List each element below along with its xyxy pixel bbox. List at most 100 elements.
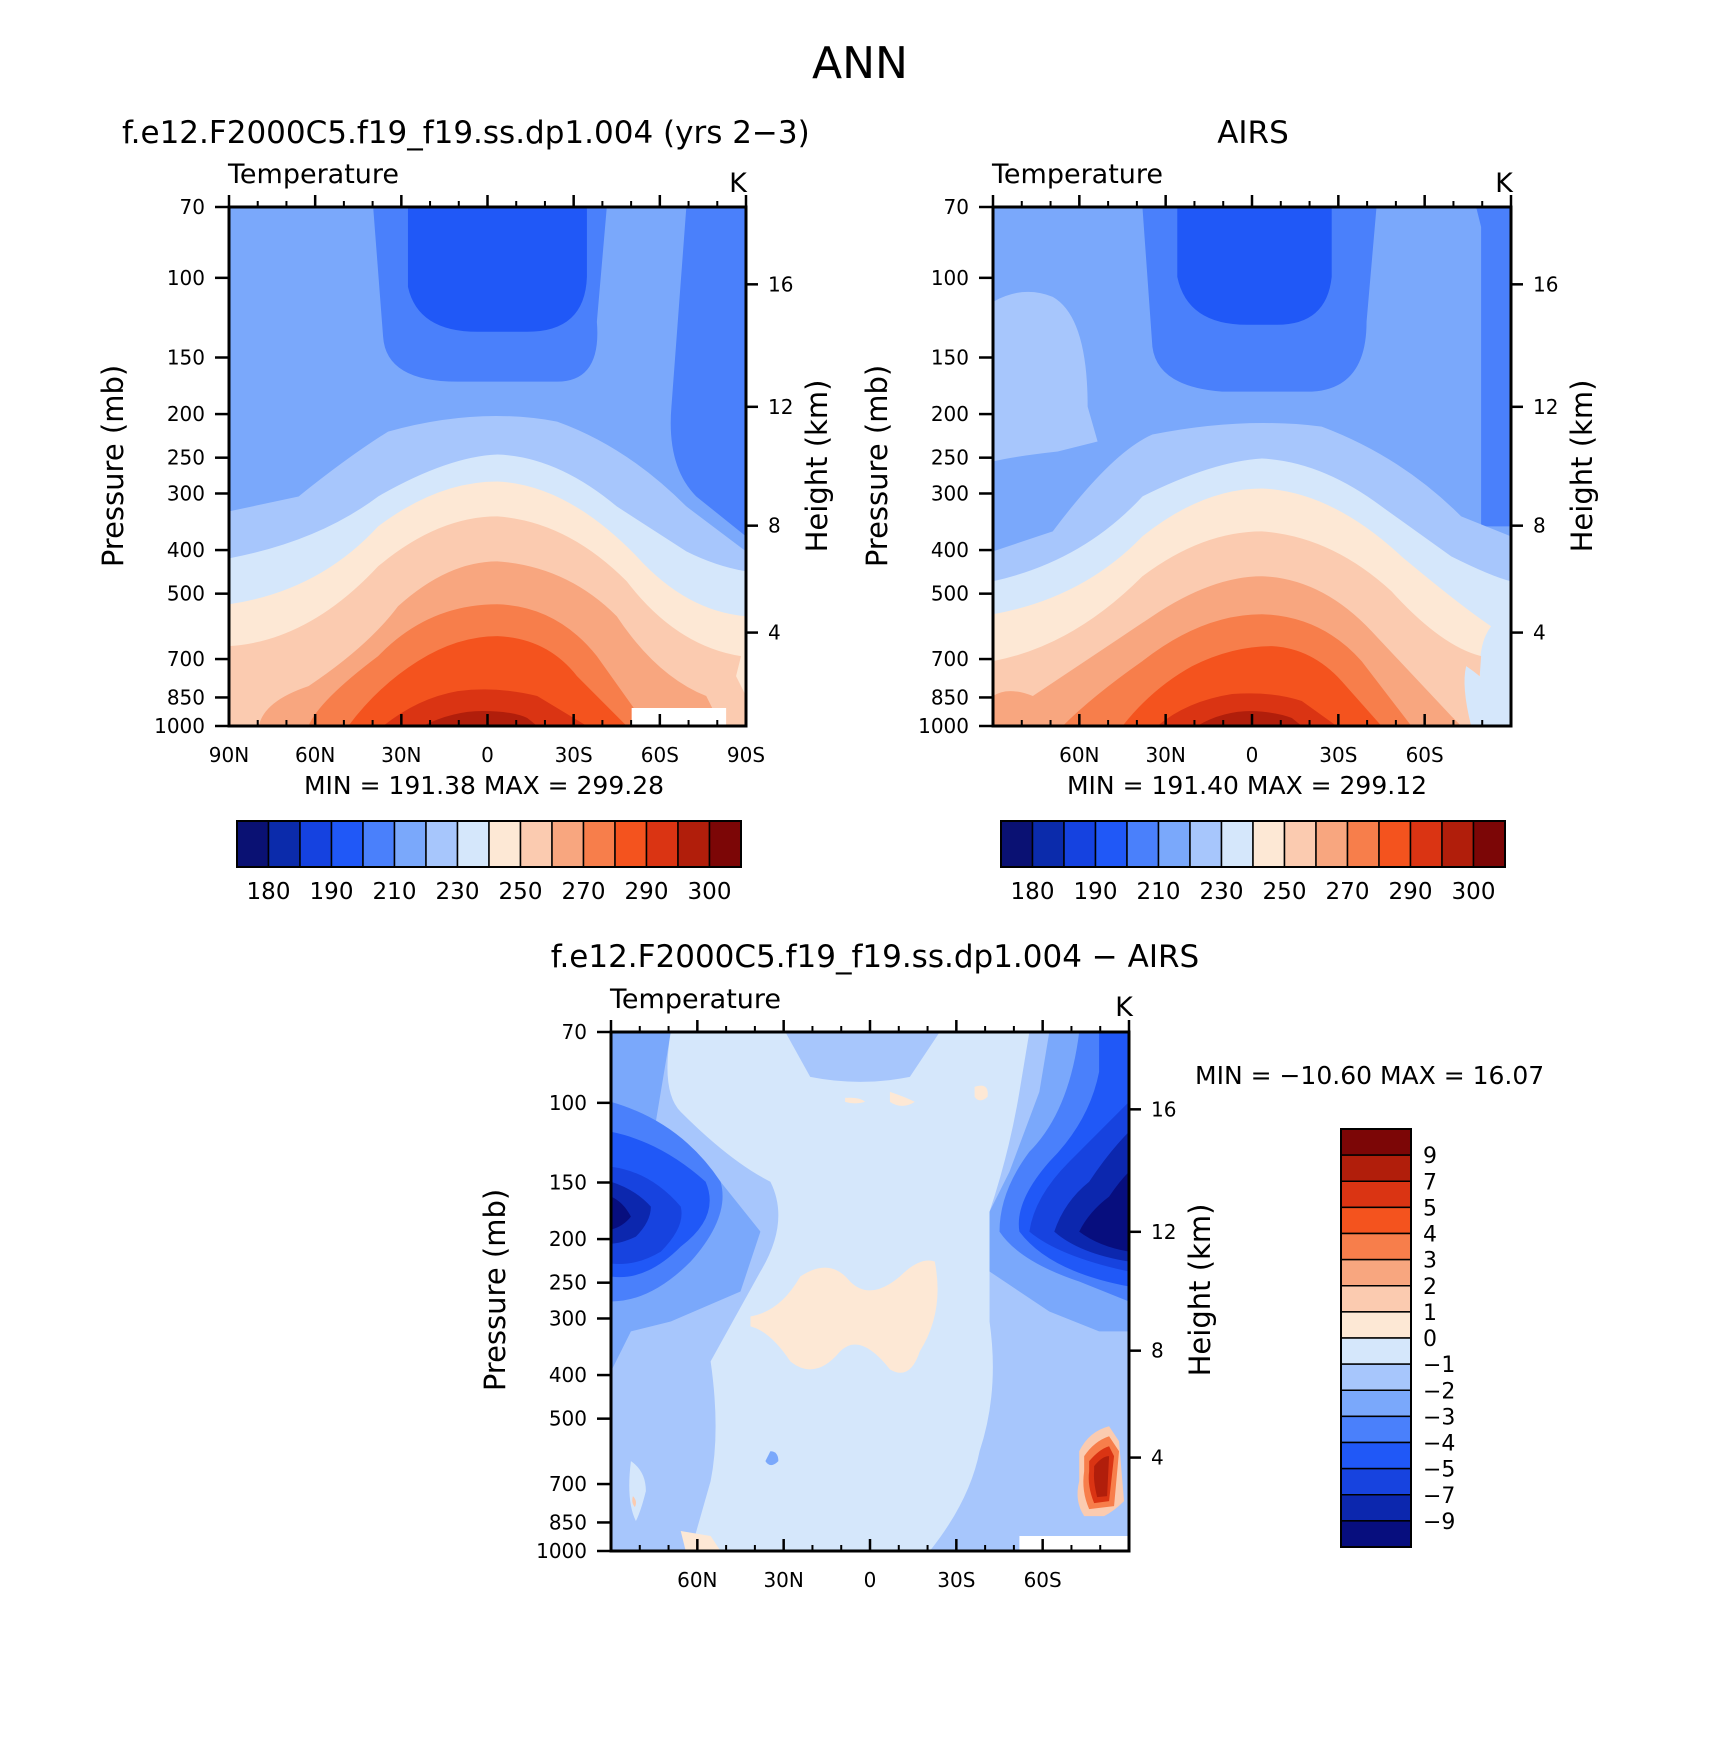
model-colorbar-frame bbox=[236, 820, 742, 868]
diff-y-tick-label: 700 bbox=[549, 1472, 587, 1496]
obs-colorbar-label: 300 bbox=[1452, 879, 1496, 905]
diff-colorbar-swatch bbox=[1340, 1363, 1412, 1391]
model-y-tick-label: 300 bbox=[167, 481, 205, 505]
diff-colorbar-swatch bbox=[1340, 1494, 1412, 1522]
obs-colorbar-swatch bbox=[1441, 820, 1475, 868]
diff-colorbar-swatch bbox=[1340, 1128, 1412, 1156]
model-colorbar-label: 300 bbox=[688, 879, 732, 905]
model-y-axis-label: Pressure (mb) bbox=[96, 365, 130, 567]
diff-colorbar-label: 0 bbox=[1423, 1327, 1437, 1352]
diff-colorbar-swatch bbox=[1340, 1258, 1412, 1287]
model-colorbar-swatch bbox=[551, 820, 585, 868]
model-x-tick-label: 60S bbox=[641, 743, 679, 767]
diff-colorbar-swatch bbox=[1340, 1415, 1412, 1444]
obs-colorbar-label: 210 bbox=[1137, 879, 1181, 905]
diff-y-tick-label: 250 bbox=[549, 1271, 587, 1295]
obs-colorbar-swatch bbox=[1189, 820, 1223, 868]
obs-colorbar-swatch bbox=[1472, 820, 1506, 868]
diff-y-tick-label: 200 bbox=[549, 1227, 587, 1251]
diff-colorbar-swatch bbox=[1340, 1206, 1412, 1235]
diff-colorbar-swatch bbox=[1340, 1467, 1412, 1496]
obs-colorbar-swatch bbox=[1378, 820, 1412, 868]
obs-colorbar-frame bbox=[1000, 820, 1506, 868]
model-colorbar-swatch bbox=[425, 820, 459, 868]
diff-colorbar-label: 7 bbox=[1423, 1170, 1437, 1195]
obs-y-tick-label: 1000 bbox=[918, 714, 969, 738]
obs-colorbar-swatch bbox=[1094, 820, 1128, 868]
model-x-tick-label: 30S bbox=[555, 743, 593, 767]
model-colorbar-swatch bbox=[267, 820, 301, 868]
model-y-tick-label: 850 bbox=[167, 685, 205, 709]
obs-y-tick-label: 850 bbox=[931, 685, 969, 709]
panel-model-subtitle: Temperature bbox=[227, 159, 399, 190]
obs-y-tick-label: 250 bbox=[931, 446, 969, 470]
model-colorbar-swatch bbox=[677, 820, 711, 868]
model-y-right-tick-label: 8 bbox=[768, 514, 781, 538]
model-colorbar-label: 230 bbox=[436, 879, 480, 905]
diff-y-tick-label: 1000 bbox=[536, 1539, 587, 1563]
panel-diff-title: f.e12.F2000C5.f19_f19.ss.dp1.004 − AIRS bbox=[551, 939, 1199, 975]
model-y-tick-label: 1000 bbox=[154, 714, 205, 738]
model-colorbar-label: 180 bbox=[247, 879, 291, 905]
diff-colorbar-swatch bbox=[1340, 1389, 1412, 1418]
model-colorbar-label: 290 bbox=[625, 879, 669, 905]
diff-colorbar-label: −9 bbox=[1423, 1510, 1455, 1535]
model-y-tick-label: 200 bbox=[167, 402, 205, 426]
panel-diff: f.e12.F2000C5.f19_f19.ss.dp1.004 − AIRS … bbox=[478, 939, 1217, 1592]
model-y-tick-label: 100 bbox=[167, 266, 205, 290]
diff-colorbar-label: 9 bbox=[1423, 1144, 1437, 1169]
obs-y-tick-label: 70 bbox=[944, 195, 969, 219]
diff-colorbar-swatch bbox=[1340, 1311, 1412, 1339]
obs-colorbar-swatch bbox=[1283, 820, 1317, 868]
diff-colorbar-label: 3 bbox=[1423, 1249, 1437, 1274]
obs-colorbar-swatch bbox=[1220, 820, 1254, 868]
obs-y-tick-label: 500 bbox=[931, 582, 969, 606]
model-colorbar-label: 270 bbox=[562, 879, 606, 905]
model-colorbar-swatch bbox=[456, 820, 490, 868]
obs-x-tick-label: 30S bbox=[1319, 743, 1357, 767]
diff-y-right-axis-label: Height (km) bbox=[1183, 1204, 1217, 1377]
diff-colorbar-swatch bbox=[1340, 1232, 1412, 1261]
panel-obs-units: K bbox=[1495, 168, 1514, 199]
diff-x-tick-label: 30N bbox=[763, 1568, 803, 1592]
diff-y-right-tick-label: 16 bbox=[1151, 1097, 1176, 1121]
model-y-tick-label: 700 bbox=[167, 647, 205, 671]
obs-colorbar-label: 270 bbox=[1326, 879, 1370, 905]
obs-y-tick-label: 200 bbox=[931, 402, 969, 426]
obs-y-right-tick-label: 16 bbox=[1533, 272, 1558, 296]
model-x-tick-label: 90N bbox=[209, 743, 249, 767]
obs-y-axis-label: Pressure (mb) bbox=[860, 365, 894, 567]
model-colorbar-swatch bbox=[362, 820, 396, 868]
model-colorbar-swatch bbox=[582, 820, 616, 868]
obs-y-right-tick-label: 12 bbox=[1533, 395, 1558, 419]
panel-model: f.e12.F2000C5.f19_f19.ss.dp1.004 (yrs 2−… bbox=[96, 115, 834, 800]
diff-colorbar-label: 2 bbox=[1423, 1275, 1437, 1300]
diff-colorbar-frame bbox=[1340, 1128, 1412, 1548]
diff-x-tick-label: 30S bbox=[937, 1568, 975, 1592]
model-colorbar-swatch bbox=[330, 820, 364, 868]
model-x-tick-label: 60N bbox=[295, 743, 335, 767]
panel-diff-units: K bbox=[1115, 992, 1134, 1023]
panel-obs-title: AIRS bbox=[1217, 115, 1289, 151]
model-min-max-stats: MIN = 191.38 MAX = 299.28 bbox=[304, 771, 664, 800]
diff-min-max-stats: MIN = −10.60 MAX = 16.07 bbox=[1195, 1061, 1544, 1090]
obs-y-right-tick-label: 4 bbox=[1533, 621, 1546, 645]
obs-colorbar-label: 290 bbox=[1389, 879, 1433, 905]
diff-y-tick-label: 300 bbox=[549, 1306, 587, 1330]
diff-x-tick-label: 60N bbox=[677, 1568, 717, 1592]
model-colorbar-swatch bbox=[519, 820, 553, 868]
panel-obs-plot-area bbox=[993, 207, 1511, 726]
model-y-tick-label: 250 bbox=[167, 446, 205, 470]
diff-colorbar-label: 1 bbox=[1423, 1301, 1437, 1326]
diff-colorbar-swatch bbox=[1340, 1154, 1412, 1182]
panel-model-title: f.e12.F2000C5.f19_f19.ss.dp1.004 (yrs 2−… bbox=[122, 115, 810, 151]
diff-colorbar-label: −3 bbox=[1423, 1405, 1455, 1430]
colorbar-model: 180 190 210 230 250 270 290 300 bbox=[236, 820, 742, 905]
panel-obs: AIRS Temperature K 60N 30N 0 30S 60S 70 100 150… bbox=[860, 115, 1599, 800]
diff-colorbar-label: −7 bbox=[1423, 1484, 1455, 1509]
diff-y-right-tick-label: 8 bbox=[1151, 1339, 1164, 1363]
panel-diff-subtitle: Temperature bbox=[609, 984, 781, 1015]
diff-colorbar-label: 4 bbox=[1423, 1223, 1437, 1248]
